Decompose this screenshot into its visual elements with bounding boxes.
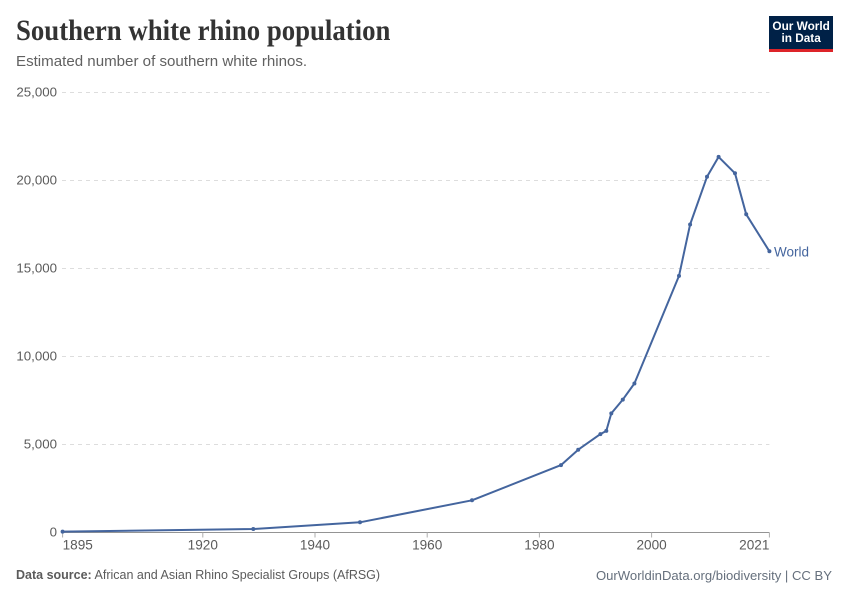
svg-text:5,000: 5,000 [24, 437, 57, 452]
svg-text:0: 0 [50, 525, 57, 540]
svg-text:1920: 1920 [188, 537, 219, 552]
svg-text:20,000: 20,000 [16, 173, 57, 188]
svg-text:1960: 1960 [412, 537, 443, 552]
svg-text:World: World [774, 244, 809, 259]
svg-text:15,000: 15,000 [16, 261, 57, 276]
svg-text:1940: 1940 [300, 537, 331, 552]
svg-text:2021: 2021 [739, 537, 769, 552]
svg-text:25,000: 25,000 [16, 85, 57, 100]
svg-text:1980: 1980 [524, 537, 555, 552]
svg-text:10,000: 10,000 [16, 349, 57, 364]
svg-text:1895: 1895 [63, 537, 93, 552]
svg-text:2000: 2000 [636, 537, 667, 552]
